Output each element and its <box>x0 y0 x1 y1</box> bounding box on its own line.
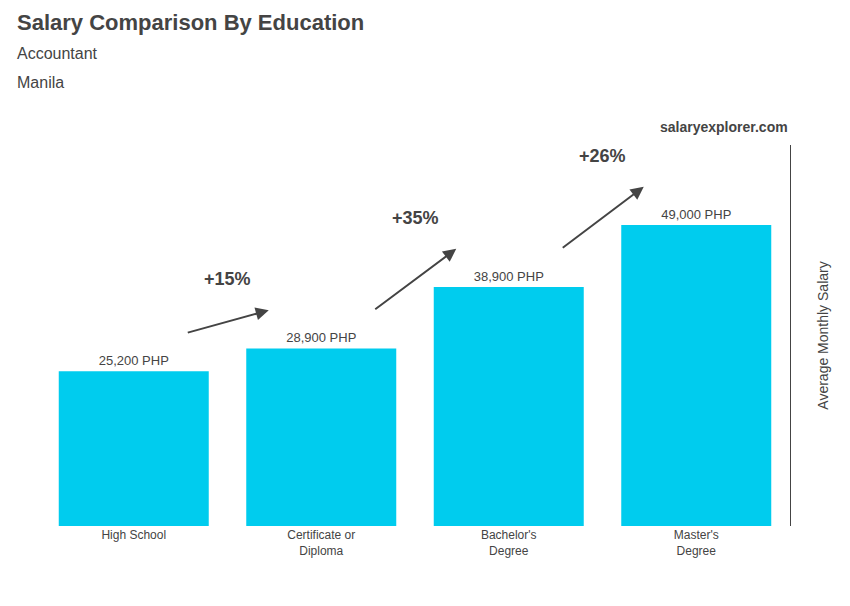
svg-text:28,900 PHP: 28,900 PHP <box>286 330 356 345</box>
svg-text:High School: High School <box>101 528 166 542</box>
svg-text:25,200 PHP: 25,200 PHP <box>99 353 169 368</box>
svg-text:Bachelor'sDegree: Bachelor'sDegree <box>481 528 537 558</box>
svg-text:Master'sDegree: Master'sDegree <box>674 528 719 558</box>
svg-text:Certificate orDiploma: Certificate orDiploma <box>287 528 355 558</box>
svg-text:Salary Comparison By Education: Salary Comparison By EducationAccountant… <box>17 10 364 90</box>
svg-text:+26%: +26% <box>579 146 626 166</box>
svg-text:+15%: +15% <box>204 269 251 289</box>
svg-text:Average Monthly Salary: Average Monthly Salary <box>815 261 831 409</box>
svg-text:+35%: +35% <box>392 208 439 228</box>
svg-text:38,900 PHP: 38,900 PHP <box>474 269 544 284</box>
svg-text:49,000 PHP: 49,000 PHP <box>661 207 731 222</box>
svg-text:salaryexplorer.com: salaryexplorer.com <box>660 119 788 135</box>
